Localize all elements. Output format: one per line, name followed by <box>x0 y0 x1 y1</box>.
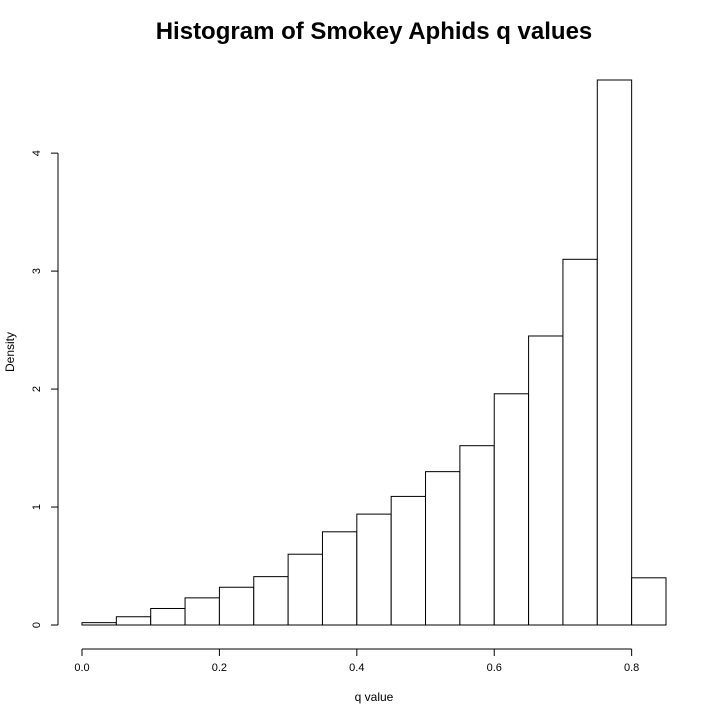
y-axis-label: Density <box>3 332 17 372</box>
y-tick-label: 2 <box>31 386 43 392</box>
x-tick-label: 0.2 <box>212 662 227 674</box>
y-tick-label: 0 <box>31 622 43 628</box>
histogram-bar <box>596 79 633 626</box>
histogram-bar <box>287 553 323 626</box>
histogram-bar <box>253 576 289 626</box>
histogram-bar <box>115 616 152 626</box>
x-axis: 0.0 0.2 0.4 0.6 0.8 <box>74 648 639 674</box>
histogram-bar <box>150 607 186 626</box>
y-tick-label: 1 <box>31 504 43 510</box>
histogram-bar <box>528 335 564 626</box>
y-tick-label: 4 <box>31 150 43 156</box>
histogram-bar <box>356 513 392 626</box>
x-tick-label: 0.6 <box>487 662 502 674</box>
histogram-bar <box>631 577 667 626</box>
x-tick-label: 0.4 <box>349 662 364 674</box>
histogram-bar <box>81 622 117 626</box>
bars-group <box>81 79 667 626</box>
histogram-bar <box>218 586 255 626</box>
histogram-bar <box>562 258 598 626</box>
histogram-bar <box>493 393 530 626</box>
x-tick-label: 0.8 <box>624 662 639 674</box>
histogram-bar <box>425 471 461 626</box>
histogram-bar <box>459 445 495 626</box>
x-tick-label: 0.0 <box>74 662 89 674</box>
y-tick-label: 3 <box>31 268 43 274</box>
x-axis-label: q value <box>355 690 394 704</box>
y-axis: 0 1 2 3 4 <box>31 150 59 628</box>
histogram-bar <box>390 495 427 626</box>
histogram-bar <box>321 531 358 626</box>
histogram-bar <box>184 597 220 626</box>
chart-title: Histogram of Smokey Aphids q values <box>156 18 593 45</box>
